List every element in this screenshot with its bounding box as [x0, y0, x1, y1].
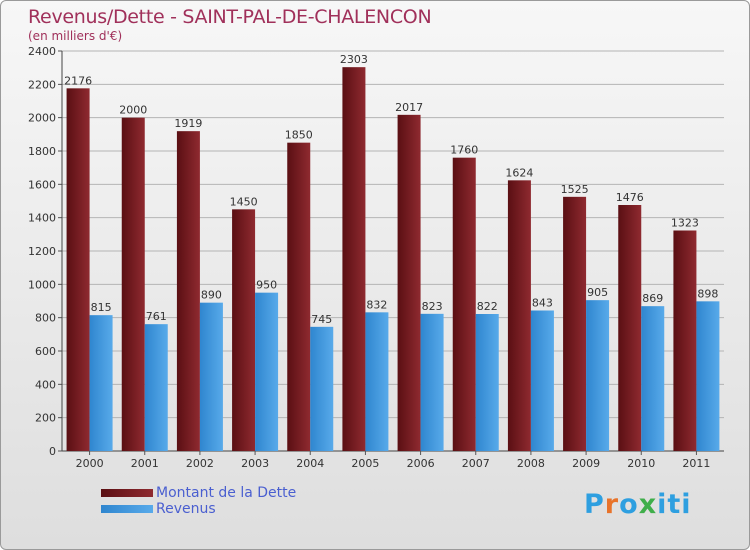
data-label-dette: 2017 [395, 101, 423, 114]
data-label-revenus: 745 [311, 313, 332, 326]
x-tick-label: 2003 [241, 457, 269, 470]
data-label-revenus: 905 [587, 286, 608, 299]
logo-letter: t [667, 489, 682, 520]
bar-revenus [696, 301, 720, 451]
bar-dette [66, 88, 90, 451]
proxiti-logo: Proxiti [584, 489, 692, 520]
x-tick-label: 2010 [627, 457, 655, 470]
data-label-dette: 1850 [285, 129, 313, 142]
data-label-dette: 1919 [174, 117, 202, 130]
data-label-dette: 1624 [505, 166, 533, 179]
legend-swatch-revenus [101, 505, 153, 513]
data-label-dette: 1450 [230, 195, 258, 208]
data-label-revenus: 822 [477, 300, 498, 313]
logo-letter: r [604, 489, 620, 520]
bar-revenus [199, 302, 223, 451]
data-label-dette: 1476 [616, 191, 644, 204]
logo-letter: x [638, 489, 658, 520]
bar-revenus [475, 314, 499, 451]
x-tick-label: 2004 [296, 457, 324, 470]
y-tick-label: 200 [35, 412, 56, 425]
data-label-revenus: 815 [91, 301, 112, 314]
bar-dette [342, 67, 366, 452]
logo-letter: o [619, 489, 639, 520]
data-label-revenus: 832 [366, 298, 387, 311]
x-tick-label: 2005 [351, 457, 379, 470]
x-tick-label: 2001 [131, 457, 159, 470]
x-tick-label: 2006 [407, 457, 435, 470]
y-tick-label: 1000 [28, 278, 56, 291]
data-label-dette: 2303 [340, 53, 368, 66]
logo-letter: i [657, 489, 668, 520]
y-tick-label: 1600 [28, 178, 56, 191]
legend-label-dette: Montant de la Dette [156, 485, 297, 501]
x-tick-label: 2011 [682, 457, 710, 470]
data-label-dette: 1323 [671, 217, 699, 230]
y-tick-label: 600 [35, 345, 56, 358]
y-tick-label: 1400 [28, 212, 56, 225]
y-tick-label: 2400 [28, 45, 56, 58]
bar-dette [121, 117, 145, 452]
bar-revenus [420, 313, 444, 451]
bar-dette [618, 205, 642, 451]
bar-dette [176, 131, 200, 451]
bar-revenus [641, 306, 665, 451]
y-tick-label: 1800 [28, 145, 56, 158]
data-label-dette: 1760 [450, 144, 478, 157]
y-tick-label: 2000 [28, 112, 56, 125]
legend-label-revenus: Revenus [156, 501, 216, 517]
data-label-revenus: 950 [256, 279, 277, 292]
data-label-revenus: 843 [532, 297, 553, 310]
data-label-dette: 2000 [119, 104, 147, 117]
logo-letter: P [584, 489, 605, 520]
x-tick-label: 2008 [517, 457, 545, 470]
chart-subtitle: (en milliers d'€) [28, 29, 123, 43]
y-tick-label: 0 [49, 445, 56, 458]
data-label-revenus: 898 [697, 287, 718, 300]
data-label-revenus: 761 [146, 310, 167, 323]
bar-revenus [89, 315, 113, 451]
bar-dette [507, 180, 531, 452]
logo-letter: i [681, 489, 692, 520]
bar-dette [287, 142, 311, 451]
bar-dette [673, 230, 697, 451]
y-tick-label: 2200 [28, 78, 56, 91]
chart-title: Revenus/Dette - SAINT-PAL-DE-CHALENCON [28, 6, 432, 28]
bar-revenus [365, 312, 389, 451]
y-tick-label: 400 [35, 378, 56, 391]
bar-dette [397, 114, 421, 451]
bar-dette [232, 209, 256, 451]
bar-revenus [144, 324, 168, 451]
data-label-revenus: 823 [422, 300, 443, 313]
x-tick-label: 2007 [462, 457, 490, 470]
bar-revenus [530, 310, 554, 451]
bar-revenus [586, 300, 610, 451]
x-tick-label: 2000 [76, 457, 104, 470]
data-label-dette: 2176 [64, 74, 92, 87]
data-label-dette: 1525 [561, 183, 589, 196]
legend-swatch-dette [101, 489, 153, 497]
bar-dette [563, 196, 587, 451]
y-tick-label: 1200 [28, 245, 56, 258]
x-tick-label: 2009 [572, 457, 600, 470]
x-tick-label: 2002 [186, 457, 214, 470]
data-label-revenus: 890 [201, 289, 222, 302]
bar-revenus [310, 326, 334, 451]
bar-dette [452, 157, 476, 451]
bar-revenus [255, 292, 279, 451]
y-tick-label: 800 [35, 312, 56, 325]
data-label-revenus: 869 [642, 292, 663, 305]
